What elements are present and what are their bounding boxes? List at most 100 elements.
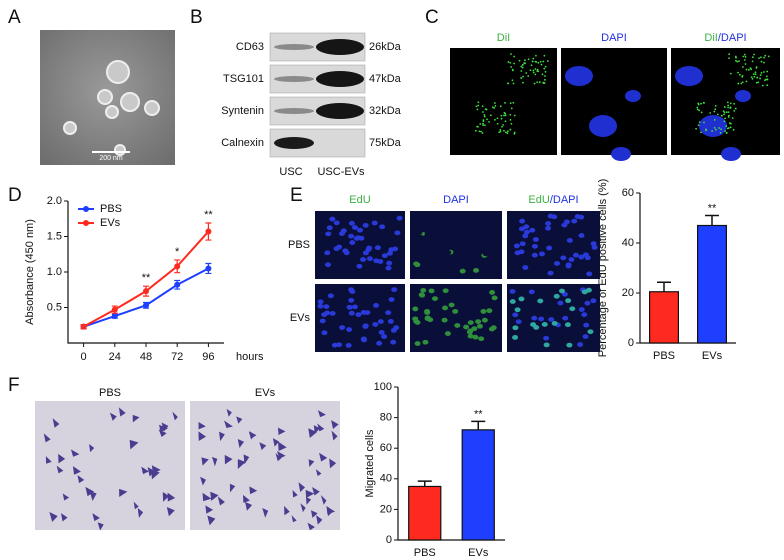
dye-dot xyxy=(766,84,769,87)
migrated-cell xyxy=(201,457,209,466)
cell xyxy=(551,321,558,326)
dye-dot xyxy=(482,111,484,113)
blot-band xyxy=(274,76,314,82)
cell xyxy=(546,245,553,251)
migrated-cell xyxy=(210,491,219,501)
significance: * xyxy=(175,246,180,258)
significance: ** xyxy=(474,408,483,420)
migrated-cell xyxy=(237,459,246,470)
dye-dot xyxy=(504,112,507,115)
marker xyxy=(111,306,118,313)
y-tick-label: 40 xyxy=(380,473,392,485)
cell xyxy=(569,306,576,312)
cell xyxy=(578,307,585,312)
dye-dot xyxy=(530,64,533,67)
cell xyxy=(345,343,352,348)
dye-dot xyxy=(510,107,513,110)
dye-dot xyxy=(510,53,512,55)
cell xyxy=(518,226,525,232)
dye-dot xyxy=(752,73,755,76)
vesicle xyxy=(105,105,119,119)
cell xyxy=(467,333,474,339)
y-tick-label: 0 xyxy=(386,534,392,546)
cell xyxy=(474,231,481,237)
cell xyxy=(541,322,548,327)
channel-label: DAPI xyxy=(443,194,469,206)
cell xyxy=(486,258,493,263)
dye-dot xyxy=(735,59,737,62)
cell xyxy=(366,256,373,262)
cell xyxy=(365,247,372,252)
dye-dot xyxy=(696,106,699,109)
cell xyxy=(348,310,355,316)
cell xyxy=(414,320,421,325)
dye-dot xyxy=(729,126,732,129)
migrated-cell xyxy=(132,414,140,423)
cell xyxy=(390,339,397,345)
cell xyxy=(463,324,470,330)
marker xyxy=(174,281,181,288)
western-blot: CD63 26kDa TSG101 47kDa Syntenin 32kDa Calnexi… xyxy=(221,32,402,178)
cell xyxy=(438,230,445,236)
dye-dot xyxy=(532,57,535,60)
cell xyxy=(467,216,474,222)
channel-label-part: DiI xyxy=(497,32,510,44)
error-bar xyxy=(705,214,719,226)
cell xyxy=(545,221,552,226)
cell xyxy=(428,288,435,294)
cell xyxy=(548,317,555,322)
x-tick-label: 0 xyxy=(81,351,87,363)
cell xyxy=(385,265,392,271)
dye-dot xyxy=(496,117,499,120)
dye-dot xyxy=(513,55,516,58)
migrated-cell xyxy=(331,420,339,429)
cell xyxy=(324,250,331,256)
condition-label: PBS xyxy=(99,387,121,399)
cell xyxy=(582,334,589,339)
y-tick-label: 0.5 xyxy=(47,301,62,313)
migrated-cell xyxy=(137,508,144,518)
cell xyxy=(530,322,537,327)
dye-dot xyxy=(491,106,494,109)
dye-dot xyxy=(534,68,537,70)
migrated-cell xyxy=(278,441,287,451)
migrated-cell xyxy=(167,492,176,502)
channel-label-part: DiI xyxy=(704,32,717,44)
migrated-cell xyxy=(70,449,80,457)
dye-dot xyxy=(493,107,496,109)
cell xyxy=(531,243,538,249)
migrated-cell xyxy=(109,412,117,421)
migrated-cell xyxy=(236,416,243,424)
dye-dot xyxy=(698,121,701,124)
dye-dot xyxy=(727,116,730,118)
cell xyxy=(449,261,456,267)
migrated-cell xyxy=(141,466,149,475)
dye-dot xyxy=(739,73,741,76)
cell xyxy=(338,231,345,236)
protein-label: TSG101 xyxy=(223,73,264,85)
dye-dot xyxy=(520,77,523,79)
cell xyxy=(522,265,529,270)
dye-dot xyxy=(728,122,731,124)
channel-label-part: EdU xyxy=(528,194,549,206)
cell xyxy=(565,263,572,269)
dye-dot xyxy=(536,68,539,71)
cell xyxy=(391,287,398,293)
migrated-cell xyxy=(312,487,320,496)
migrated-cell xyxy=(92,513,100,522)
cell xyxy=(482,251,489,257)
cell xyxy=(512,312,519,318)
y-tick-label: 1.0 xyxy=(47,266,62,278)
migrated-cell xyxy=(317,423,325,432)
cell xyxy=(586,271,593,277)
migrated-cell xyxy=(284,505,290,516)
dye-dot xyxy=(758,57,760,59)
cell xyxy=(351,225,358,230)
cell xyxy=(379,224,386,230)
dye-dot xyxy=(537,61,540,64)
cell xyxy=(428,227,435,233)
migrated-cell xyxy=(163,492,169,501)
dye-dot xyxy=(725,132,728,134)
significance: ** xyxy=(708,202,717,214)
nucleus xyxy=(735,90,751,102)
